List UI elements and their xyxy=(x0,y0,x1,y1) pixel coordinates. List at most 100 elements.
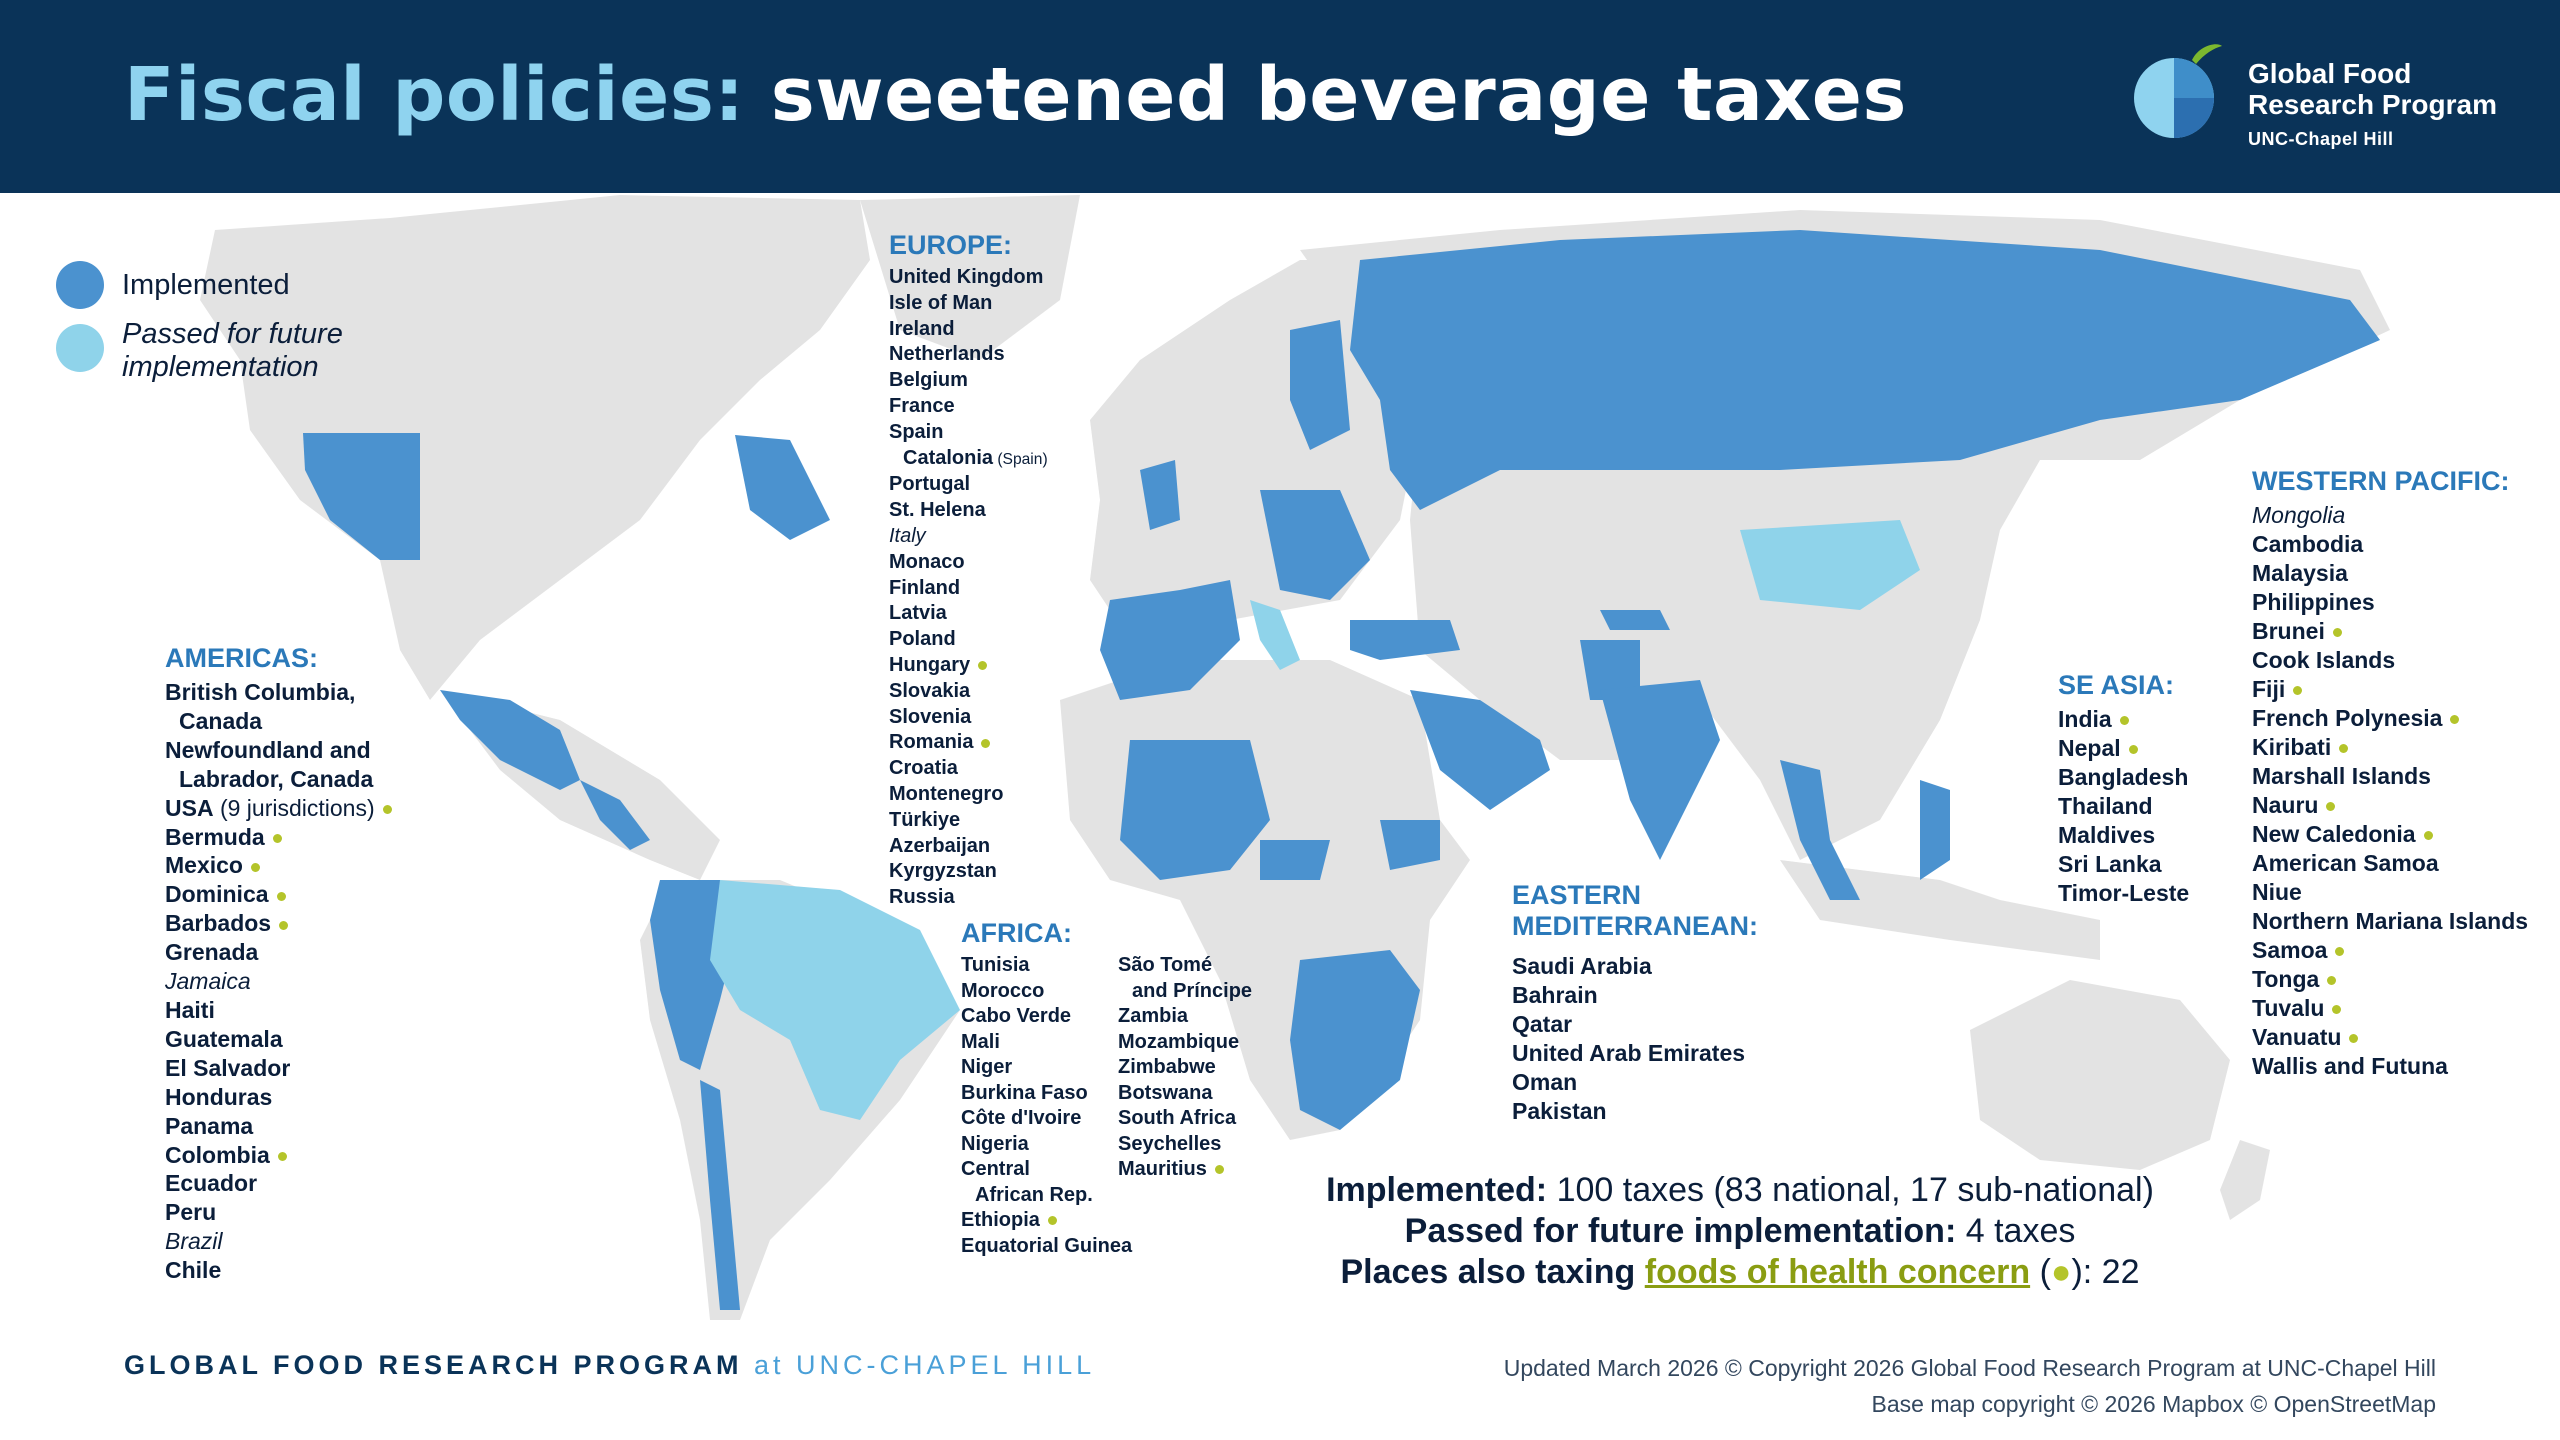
foods-tax-dot-icon xyxy=(2332,1005,2342,1015)
country-item: Northern Mariana Islands xyxy=(2252,907,2528,936)
country-name: Honduras xyxy=(165,1083,273,1110)
country-name: Monaco xyxy=(889,550,965,573)
country-item: Nepal xyxy=(2058,734,2189,763)
country-name: Oman xyxy=(1512,1069,1578,1095)
country-name: Northern Mariana Islands xyxy=(2252,908,2529,934)
country-name: Malaysia xyxy=(2252,560,2348,586)
page-title: Fiscal policies: sweetened beverage taxe… xyxy=(124,52,1907,138)
country-name: Italy xyxy=(889,524,926,547)
summary-box: Implemented: 100 taxes (83 national, 17 … xyxy=(1240,1170,2240,1293)
country-item: El Salvador xyxy=(165,1054,392,1083)
country-name: British Columbia, xyxy=(165,679,356,705)
country-name: Niue xyxy=(2252,879,2302,905)
country-name: Equatorial Guinea xyxy=(961,1234,1133,1257)
country-list: Saudi Arabia Bahrain Qatar United Arab Emir… xyxy=(1512,952,1758,1126)
country-name: Timor-Leste xyxy=(2058,880,2190,906)
legend-label-implemented: Implemented xyxy=(122,269,290,301)
summary-foods-close: ): xyxy=(2071,1253,2093,1291)
foods-tax-dot-icon xyxy=(2349,1034,2359,1044)
country-name: Mongolia xyxy=(2252,502,2346,528)
country-item: South Africa xyxy=(1118,1106,1252,1132)
footer-program-at: at UNC-CHAPEL HILL xyxy=(754,1350,1096,1380)
country-item: United Kingdom xyxy=(889,265,1048,291)
new-zealand-land xyxy=(2220,1140,2270,1220)
map-chile xyxy=(700,1080,740,1310)
country-item: Canada xyxy=(165,707,392,736)
country-item: Azerbaijan xyxy=(889,834,1048,860)
map-newfoundland-labrador xyxy=(735,435,830,540)
country-name: Netherlands xyxy=(889,343,1005,366)
footer-updated-line: Updated March 2026 © Copyright 2026 Glob… xyxy=(1504,1350,2436,1386)
country-name: Tunisia xyxy=(961,954,1030,976)
region-title-line1: EASTERN xyxy=(1512,880,1642,910)
country-item: Qatar xyxy=(1512,1010,1758,1039)
country-name: Seychelles xyxy=(1118,1132,1222,1155)
country-name: Thailand xyxy=(2058,793,2153,819)
country-item: Wallis and Futuna xyxy=(2252,1052,2528,1081)
foods-tax-dot-icon xyxy=(276,891,286,901)
country-item: Malaysia xyxy=(2252,559,2528,588)
summary-foods-value: 22 xyxy=(2101,1253,2140,1291)
map-kyrgyzstan-azerbaijan xyxy=(1600,610,1670,630)
country-item: Mozambique xyxy=(1118,1030,1252,1056)
country-name: Spain xyxy=(889,420,944,443)
country-name: Samoa xyxy=(2252,937,2328,963)
country-item: Equatorial Guinea xyxy=(961,1234,1132,1260)
country-name: Qatar xyxy=(1512,1011,1573,1037)
country-name: Poland xyxy=(889,628,956,651)
country-item: St. Helena xyxy=(889,498,1048,524)
summary-implemented-value: 100 taxes (83 national, 17 sub-national) xyxy=(1556,1171,2154,1209)
north-america-land xyxy=(200,195,870,700)
country-name: São Tomé xyxy=(1118,954,1213,976)
country-item: Belgium xyxy=(889,368,1048,394)
country-name: Ecuador xyxy=(165,1170,258,1197)
country-name: Mexico xyxy=(165,852,243,879)
country-name: Mauritius xyxy=(1118,1158,1207,1180)
country-item: Nauru xyxy=(2252,791,2528,820)
country-name: Maldives xyxy=(2058,822,2156,848)
region-title-line2: MEDITERRANEAN: xyxy=(1512,911,1758,941)
country-name: Kiribati xyxy=(2252,734,2332,760)
country-name: New Caledonia xyxy=(2252,821,2416,847)
country-item: Samoa xyxy=(2252,936,2528,965)
logo-line2: Research Program xyxy=(2248,89,2498,120)
country-name: South Africa xyxy=(1118,1107,1237,1129)
country-item: Italy xyxy=(889,524,1048,550)
country-name: Botswana xyxy=(1118,1081,1213,1104)
country-name: Bahrain xyxy=(1512,982,1598,1008)
country-list: United Kingdom Isle of Man Ireland Netherla… xyxy=(889,265,1048,911)
country-item: Haiti xyxy=(165,996,392,1025)
country-name: Marshall Islands xyxy=(2252,763,2431,789)
country-name: African Rep. xyxy=(975,1183,1093,1206)
logo-line3: UNC-Chapel Hill xyxy=(2248,129,2394,149)
country-note: (Spain) xyxy=(993,450,1048,468)
foods-of-health-concern-link[interactable]: foods of health concern xyxy=(1644,1253,2031,1291)
country-item: Philippines xyxy=(2252,588,2528,617)
foods-tax-dot-icon xyxy=(250,862,260,872)
country-item: Spain xyxy=(889,420,1048,446)
foods-dot-icon: ● xyxy=(2050,1253,2072,1291)
foods-tax-dot-icon xyxy=(2326,802,2336,812)
country-item: Guatemala xyxy=(165,1025,392,1054)
map-india-nepal-bangladesh xyxy=(1600,680,1720,860)
country-item: Timor-Leste xyxy=(2058,879,2189,908)
country-note: (9 jurisdictions) xyxy=(213,794,375,821)
country-name: Burkina Faso xyxy=(961,1081,1088,1104)
country-list: India Nepal Bangladesh Thailand Maldives Sri … xyxy=(2058,705,2189,908)
map-turkiye xyxy=(1350,620,1460,660)
foods-tax-dot-icon xyxy=(2293,686,2303,696)
country-name: Brunei xyxy=(2252,618,2325,644)
foods-tax-dot-icon xyxy=(2128,745,2138,755)
country-name: and Príncipe xyxy=(1132,979,1253,1002)
implemented-swatch-icon xyxy=(56,261,104,309)
country-name: Nepal xyxy=(2058,735,2121,761)
country-item: Mexico xyxy=(165,851,392,880)
country-item: Fiji xyxy=(2252,675,2528,704)
footer-copyright: © Copyright 2026 Global Food Research Pr… xyxy=(1724,1355,2436,1381)
country-name: Peru xyxy=(165,1199,217,1226)
region-africa: AFRICA: Tunisia Morocco Cabo Verde Mali Nige… xyxy=(961,918,1252,1260)
foods-tax-dot-icon xyxy=(2119,716,2129,726)
foods-tax-dot-icon xyxy=(2450,715,2460,725)
country-item: Thailand xyxy=(2058,792,2189,821)
country-item: Bermuda xyxy=(165,823,392,852)
